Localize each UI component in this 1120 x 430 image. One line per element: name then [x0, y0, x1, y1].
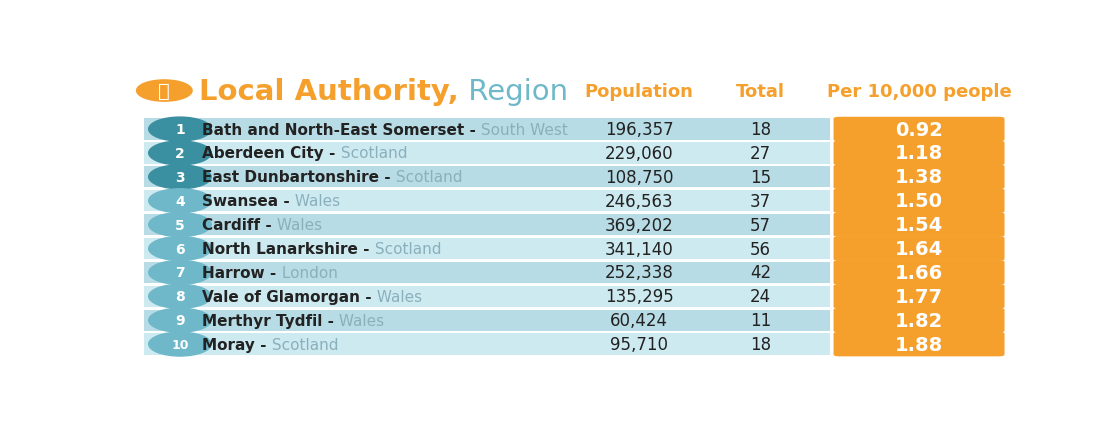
Circle shape	[149, 118, 212, 141]
Text: Cardiff -: Cardiff -	[203, 218, 272, 233]
Text: 0.92: 0.92	[895, 120, 943, 139]
FancyBboxPatch shape	[833, 189, 1005, 214]
Text: 56: 56	[750, 240, 771, 258]
FancyBboxPatch shape	[833, 237, 1005, 261]
Text: Wales: Wales	[372, 289, 422, 304]
Text: North Lanarkshire -: North Lanarkshire -	[203, 242, 370, 256]
Text: Wales: Wales	[290, 194, 340, 209]
Text: Total: Total	[736, 83, 785, 100]
Text: 135,295: 135,295	[605, 288, 673, 306]
Text: Scotland: Scotland	[336, 146, 408, 161]
Text: 3: 3	[175, 170, 185, 184]
Text: 1.18: 1.18	[895, 144, 943, 163]
Text: Region: Region	[459, 77, 568, 105]
Text: 5: 5	[175, 218, 185, 232]
FancyBboxPatch shape	[833, 308, 1005, 333]
Text: 24: 24	[750, 288, 772, 306]
Text: London: London	[277, 265, 337, 280]
Text: 1.54: 1.54	[895, 215, 943, 235]
Circle shape	[149, 309, 212, 332]
Circle shape	[149, 285, 212, 309]
Bar	[144, 286, 830, 307]
Text: 1.50: 1.50	[895, 192, 943, 211]
Text: Merthyr Tydfil -: Merthyr Tydfil -	[203, 313, 335, 328]
Circle shape	[149, 213, 212, 237]
Text: 1.82: 1.82	[895, 311, 943, 330]
Text: 8: 8	[175, 290, 185, 304]
FancyBboxPatch shape	[833, 117, 1005, 142]
FancyBboxPatch shape	[833, 141, 1005, 166]
Text: Swansea -: Swansea -	[203, 194, 290, 209]
Circle shape	[137, 81, 193, 102]
Circle shape	[149, 237, 212, 261]
Circle shape	[149, 141, 212, 166]
Text: 15: 15	[750, 169, 772, 186]
Text: South West: South West	[476, 122, 568, 137]
Bar	[144, 143, 830, 164]
Text: 37: 37	[750, 192, 772, 210]
Text: 4: 4	[175, 194, 185, 208]
Text: 10: 10	[171, 338, 188, 351]
Bar	[144, 334, 830, 355]
Bar	[144, 238, 830, 260]
Text: 196,357: 196,357	[605, 121, 673, 139]
Text: 2: 2	[175, 147, 185, 160]
Text: 18: 18	[750, 335, 772, 353]
Text: East Dunbartonshire -: East Dunbartonshire -	[203, 170, 391, 185]
Text: Aberdeen City -: Aberdeen City -	[203, 146, 336, 161]
Text: Local Authority,: Local Authority,	[199, 77, 459, 105]
Bar	[144, 310, 830, 331]
Text: Vale of Glamorgan -: Vale of Glamorgan -	[203, 289, 372, 304]
Text: 60,424: 60,424	[610, 311, 669, 329]
Bar	[144, 262, 830, 283]
Circle shape	[149, 332, 212, 356]
Bar	[144, 167, 830, 188]
Text: Moray -: Moray -	[203, 337, 267, 352]
Text: 27: 27	[750, 144, 772, 163]
Circle shape	[149, 166, 212, 189]
Text: 229,060: 229,060	[605, 144, 673, 163]
Circle shape	[149, 189, 212, 213]
Text: 108,750: 108,750	[605, 169, 673, 186]
Text: 1: 1	[175, 123, 185, 137]
FancyBboxPatch shape	[833, 284, 1005, 309]
Text: 369,202: 369,202	[605, 216, 673, 234]
Text: 18: 18	[750, 121, 772, 139]
FancyBboxPatch shape	[833, 213, 1005, 237]
Text: Bath and North-East Somerset -: Bath and North-East Somerset -	[203, 122, 476, 137]
Bar	[144, 119, 830, 140]
Text: Wales: Wales	[335, 313, 384, 328]
Bar	[144, 215, 830, 236]
Text: Scotland: Scotland	[370, 242, 441, 256]
Text: Scotland: Scotland	[267, 337, 338, 352]
Text: Harrow -: Harrow -	[203, 265, 277, 280]
Circle shape	[149, 261, 212, 285]
Text: 11: 11	[750, 311, 772, 329]
Text: 1.64: 1.64	[895, 240, 943, 258]
Text: 252,338: 252,338	[605, 264, 673, 282]
Text: 246,563: 246,563	[605, 192, 673, 210]
Text: 7: 7	[175, 266, 185, 280]
Text: 6: 6	[175, 242, 185, 256]
Text: 1.66: 1.66	[895, 263, 943, 282]
Text: 1.77: 1.77	[895, 287, 943, 306]
Text: 1.88: 1.88	[895, 335, 943, 354]
FancyBboxPatch shape	[833, 261, 1005, 285]
Text: 9: 9	[175, 313, 185, 327]
Text: 57: 57	[750, 216, 771, 234]
FancyBboxPatch shape	[833, 332, 1005, 356]
Text: 1.38: 1.38	[895, 168, 943, 187]
Bar	[144, 190, 830, 212]
Text: 95,710: 95,710	[610, 335, 669, 353]
Text: Scotland: Scotland	[391, 170, 463, 185]
Text: Per 10,000 people: Per 10,000 people	[827, 83, 1011, 100]
Text: 341,140: 341,140	[605, 240, 673, 258]
Text: 42: 42	[750, 264, 772, 282]
FancyBboxPatch shape	[833, 165, 1005, 190]
Text: Wales: Wales	[272, 218, 323, 233]
Text: 🏆: 🏆	[158, 82, 170, 101]
Text: Population: Population	[585, 83, 693, 100]
